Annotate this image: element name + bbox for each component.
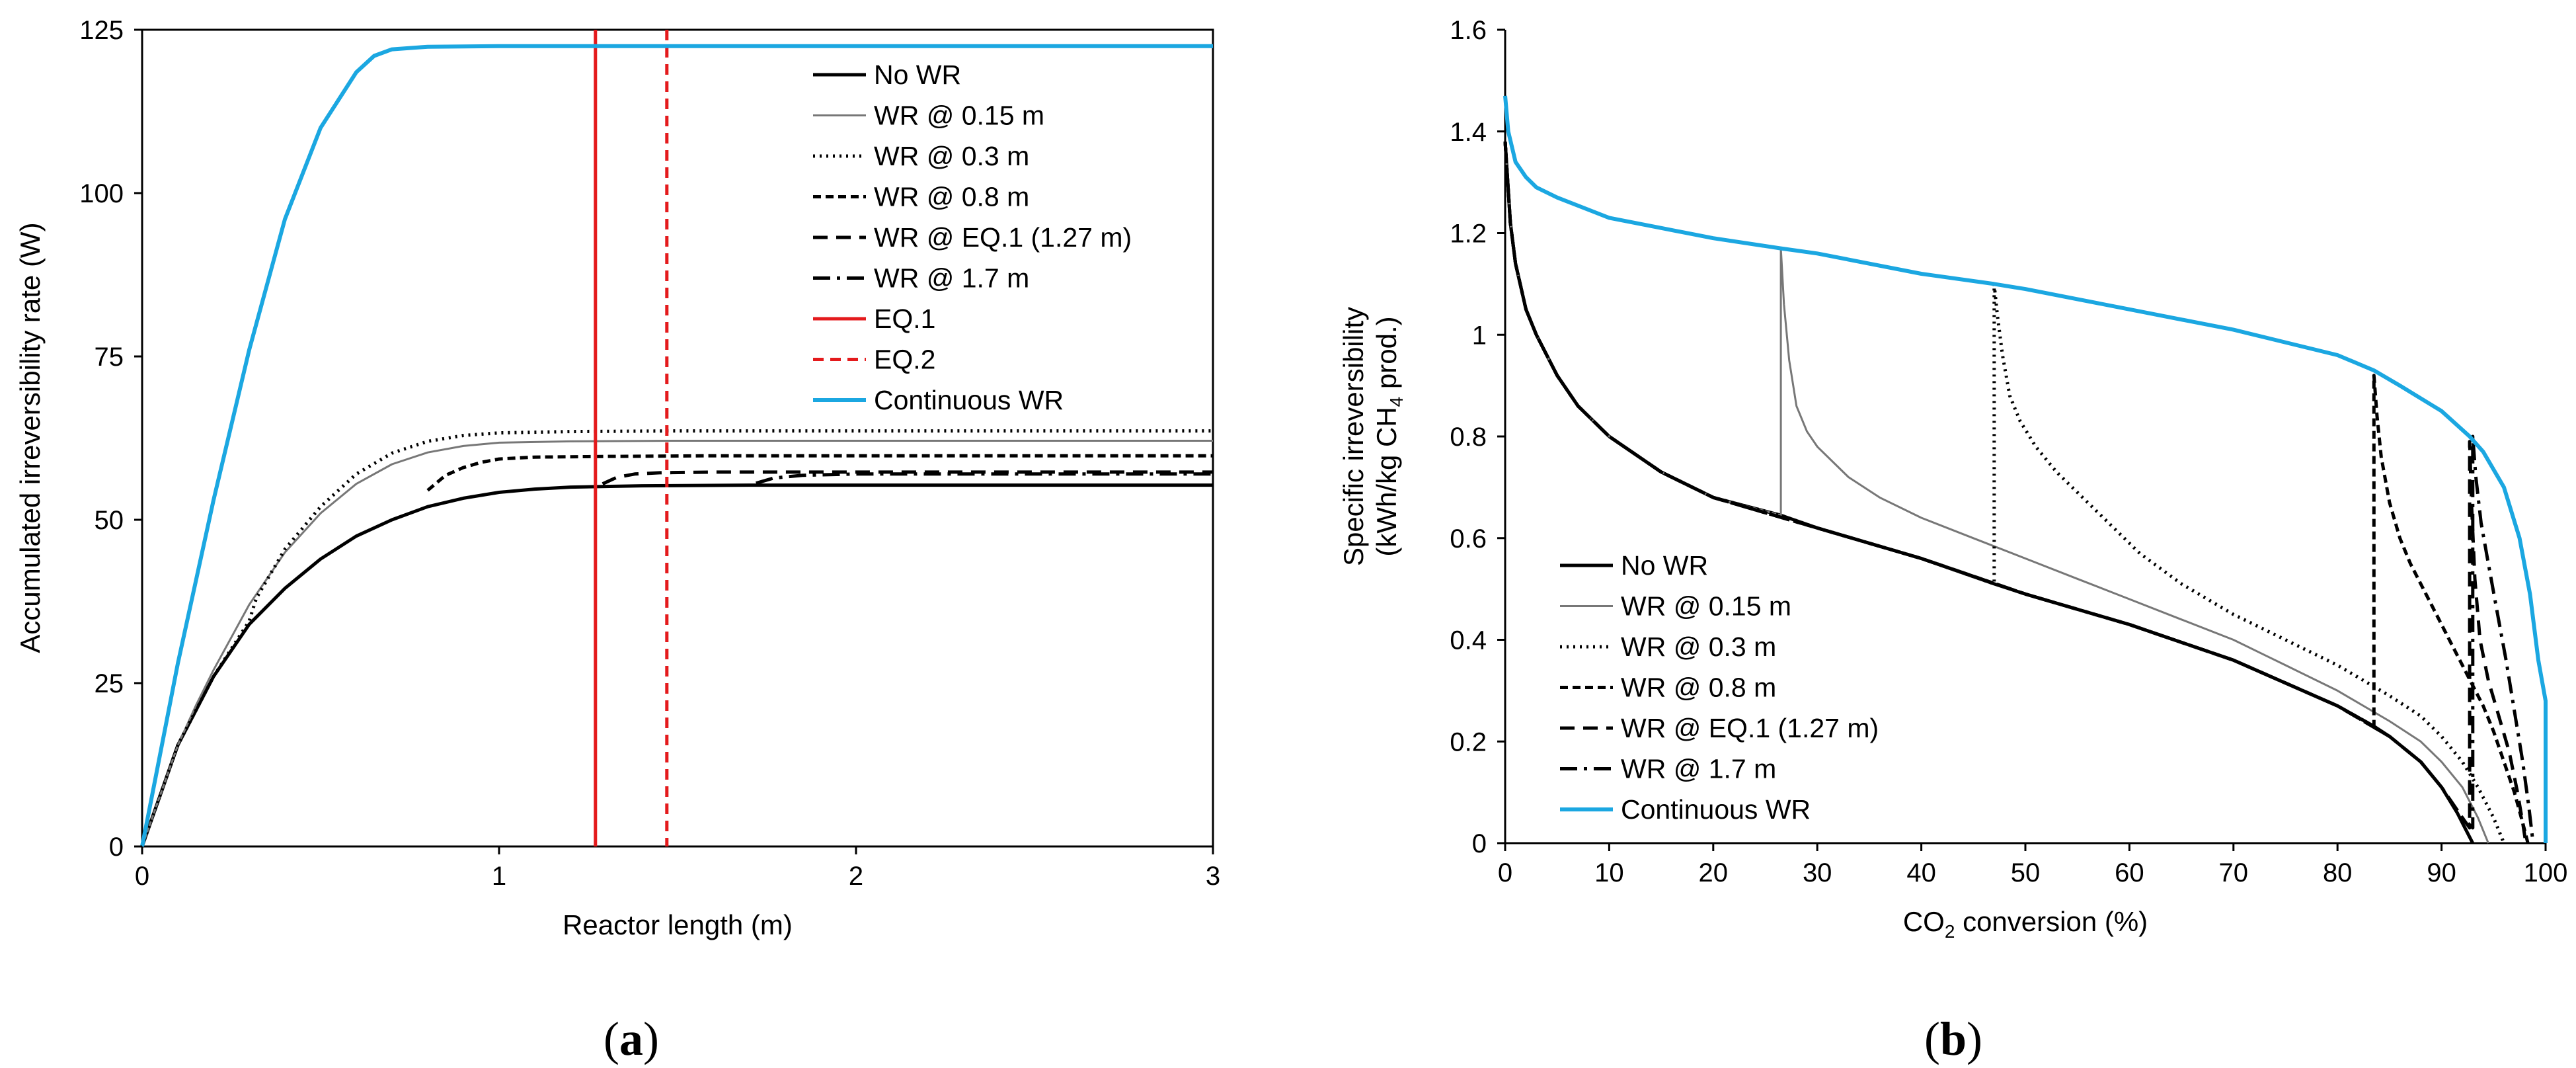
x-tick-label: 90 <box>2427 858 2456 887</box>
plot-area-a <box>141 28 1214 848</box>
y-tick-label: 50 <box>95 506 124 535</box>
legend-b: No WR WR @ 0.15 m WR @ 0.3 m WR @ 0.8 m WR @… <box>1560 550 1879 825</box>
legend-label-wr-0-3-m: WR @ 0.3 m <box>1621 632 1776 662</box>
x-tick-label: 20 <box>1699 858 1729 887</box>
x-tick-label: 100 <box>2524 858 2568 887</box>
plot-area-b <box>1505 30 2546 843</box>
series-wr-0-15-m <box>141 440 1213 847</box>
series-wr-0-8-m <box>426 454 1213 492</box>
panel-a: 0 1 2 3 0 25 50 75 100 125 No WR WR @ 0.15 m WR @ … <box>15 16 1220 1065</box>
legend-label-eq-2: EQ.2 <box>874 345 935 375</box>
x-tick-label: 40 <box>1906 858 1936 887</box>
legend-label-wr-0-8-m: WR @ 0.8 m <box>874 182 1029 212</box>
series-wr-0-3-m <box>140 429 1213 847</box>
panel-letter-b: b <box>1940 1012 1967 1065</box>
y-tick-label: 75 <box>95 343 124 372</box>
series-wr-eq-1-1-27-m <box>602 470 1213 485</box>
legend-label-wr-eq-1-1-27-m: WR @ EQ.1 (1.27 m) <box>1621 713 1879 743</box>
y-tick-label: 0 <box>1472 829 1487 858</box>
series-continuous-wr <box>1503 95 2548 843</box>
series-continuous-wr <box>140 44 1213 847</box>
y-tick-label: 100 <box>79 179 124 208</box>
series-wr-1-7-m <box>756 472 1213 485</box>
legend-label-no-wr: No WR <box>1621 550 1708 581</box>
x-axis-label-b: CO2 conversion (%) <box>1903 906 2148 942</box>
x-tick-label: 70 <box>2219 858 2249 887</box>
y-axis-label-b-line1: Specific irreversibility <box>1338 307 1369 566</box>
y-tick-label: 1.4 <box>1450 118 1487 147</box>
legend-label-wr-0-15-m: WR @ 0.15 m <box>874 101 1044 131</box>
x-tick-label: 80 <box>2323 858 2353 887</box>
x-tick-label: 3 <box>1206 862 1220 891</box>
y-tick-label: 1.2 <box>1450 220 1487 249</box>
panel-b: 0 10 20 30 40 50 60 70 80 90 100 0 0.2 0.4 0.6 0.8 1 1.2… <box>1338 16 2567 1065</box>
legend-label-continuous-wr: Continuous WR <box>874 385 1064 415</box>
y-tick-label: 125 <box>79 16 124 45</box>
legend-label-continuous-wr: Continuous WR <box>1621 794 1811 825</box>
panel-label-a: (a) <box>604 1012 659 1065</box>
x-tick-label: 1 <box>492 862 506 891</box>
x-tick-label: 2 <box>849 862 863 891</box>
panel-letter-a: a <box>619 1012 643 1065</box>
series-wr-1-7-m <box>1503 141 2535 844</box>
legend-label-wr-1-7-m: WR @ 1.7 m <box>874 263 1029 294</box>
legend-label-wr-0-15-m: WR @ 0.15 m <box>1621 591 1791 622</box>
legend-label-wr-eq-1-1-27-m: WR @ EQ.1 (1.27 m) <box>874 222 1132 253</box>
legend-label-no-wr: No WR <box>874 60 961 90</box>
x-tick-label: 60 <box>2115 858 2144 887</box>
x-tick-label: 0 <box>135 862 149 891</box>
x-tick-label: 0 <box>1498 858 1512 887</box>
y-tick-label: 0.6 <box>1450 524 1487 554</box>
series-wr-0-3-m <box>1503 141 2506 844</box>
x-tick-label: 10 <box>1594 858 1624 887</box>
x-axis-label-a: Reactor length (m) <box>563 909 793 940</box>
x-tick-label: 50 <box>2011 858 2041 887</box>
legend-a: No WR WR @ 0.15 m WR @ 0.3 m WR @ 0.8 m WR @… <box>813 60 1132 415</box>
legend-label-wr-0-3-m: WR @ 0.3 m <box>874 141 1029 171</box>
x-tick-label: 30 <box>1803 858 1832 887</box>
y-tick-label: 25 <box>95 669 124 698</box>
legend-label-eq-1: EQ.1 <box>874 304 935 334</box>
y-tick-label: 0.8 <box>1450 423 1487 452</box>
panel-label-b: (b) <box>1924 1012 1982 1065</box>
legend-label-wr-1-7-m: WR @ 1.7 m <box>1621 754 1776 784</box>
y-tick-label: 0.4 <box>1450 626 1487 655</box>
y-tick-label: 0 <box>109 833 124 862</box>
legend-label-wr-0-8-m: WR @ 0.8 m <box>1621 673 1776 703</box>
y-tick-label: 1 <box>1472 321 1487 350</box>
y-tick-label: 1.6 <box>1450 16 1487 45</box>
y-axis-label-a: Accumulated irreversibility rate (W) <box>15 222 46 653</box>
y-axis-label-b-line2: (kWh/kg CH4 prod.) <box>1371 316 1407 556</box>
y-tick-label: 0.2 <box>1450 727 1487 757</box>
series-no-wr <box>140 483 1213 847</box>
